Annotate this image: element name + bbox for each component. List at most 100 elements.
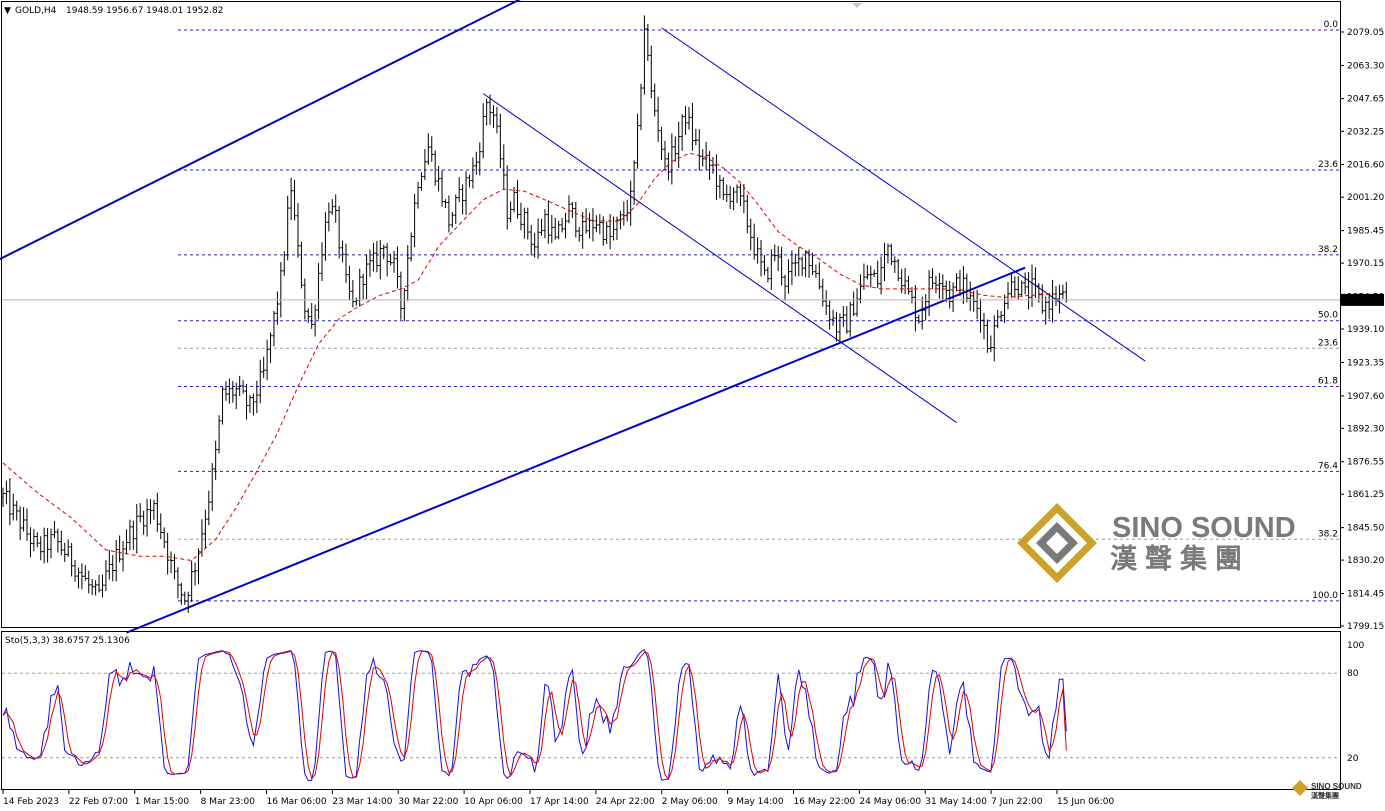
time-tick-label: 2 May 06:00 — [662, 797, 718, 807]
ohlc-bar — [814, 264, 818, 278]
ohlc-bar — [220, 386, 225, 425]
ohlc-bar — [965, 273, 969, 303]
ohlc-bar — [303, 278, 307, 320]
ohlc-bar — [388, 253, 393, 266]
ohlc-bar — [632, 160, 636, 205]
ohlc-bar — [196, 548, 201, 585]
ohlc-bar — [848, 301, 852, 337]
ohlc-bar — [896, 258, 900, 282]
ohlc-bar — [265, 339, 269, 381]
ohlc-bar — [982, 312, 986, 340]
ohlc-bar — [327, 202, 331, 232]
trendline[interactable] — [661, 27, 1146, 362]
ohlc-bar — [87, 570, 91, 594]
ohlc-bar — [797, 247, 801, 277]
ohlc-bar — [385, 243, 389, 277]
ohlc-bar — [251, 393, 255, 416]
ohlc-bar — [203, 509, 207, 549]
ohlc-bar — [238, 375, 242, 397]
price-tick-label: 1861.25 — [1347, 490, 1384, 500]
ohlc-bar — [485, 98, 489, 126]
ohlc-bar — [941, 274, 945, 301]
ohlc-bar — [954, 273, 959, 292]
ohlc-bar — [841, 306, 845, 327]
small-brand-name: SINO SOUND — [1311, 782, 1362, 791]
ohlc-bar — [769, 249, 773, 290]
ohlc-bar — [563, 212, 568, 239]
ohlc-bar — [148, 499, 153, 525]
ohlc-bar — [656, 96, 660, 142]
ohlc-bar — [234, 382, 238, 410]
trendline[interactable] — [482, 93, 957, 423]
ohlc-bar — [886, 243, 890, 264]
ohlc-bar — [728, 185, 732, 210]
ohlc-bar — [66, 539, 70, 557]
ohlc-bar — [1002, 294, 1007, 323]
window-shift-marker[interactable] — [852, 3, 862, 8]
chart-menu-icon[interactable]: ▼ — [4, 6, 11, 16]
time-tick-label: 9 May 14:00 — [728, 797, 784, 807]
price-tick-label: 1845.50 — [1347, 524, 1384, 534]
time-tick-label: 24 Apr 22:00 — [596, 797, 655, 807]
oscillator-pane[interactable] — [1, 631, 1341, 790]
ohlc-bar — [666, 152, 671, 181]
ohlc-bar — [100, 574, 105, 598]
ohlc-bar — [392, 250, 396, 273]
ohlc-bar — [371, 242, 376, 272]
ohlc-bar — [766, 267, 770, 283]
ohlc-bar — [337, 205, 341, 259]
ohlc-bar — [714, 154, 719, 200]
ohlc-bar — [351, 280, 355, 308]
price-tick-label: 1830.20 — [1347, 556, 1384, 566]
fib-level-label: 61.8 — [1318, 377, 1338, 387]
ohlc-bar — [738, 183, 743, 207]
ohlc-bar — [642, 15, 647, 95]
ohlc-bar — [673, 136, 677, 162]
ohlc-bar — [1, 487, 5, 508]
ohlc-bar — [310, 302, 314, 329]
time-tick-label: 24 May 06:00 — [859, 797, 921, 807]
ohlc-bar — [876, 260, 880, 289]
ohlc-bar — [11, 493, 15, 521]
ohlc-bar — [183, 591, 187, 605]
ohlc-bar — [574, 201, 578, 238]
ohlc-bar — [817, 262, 821, 290]
ohlc-bar — [145, 498, 149, 537]
ohlc-bar — [1023, 272, 1027, 295]
ohlc-bar — [406, 245, 410, 301]
last-price-value: 1952.82 — [1346, 296, 1383, 306]
ohlc-bar — [430, 136, 434, 162]
ohlc-bar — [172, 554, 177, 580]
ohlc-bar — [701, 149, 705, 167]
oscillator-tick-label: 80 — [1347, 669, 1359, 679]
ohlc-bar — [433, 150, 437, 186]
ohlc-bar — [214, 440, 218, 480]
ohlc-bar — [677, 121, 681, 169]
price-tick-label: 1970.15 — [1347, 259, 1384, 269]
fib-level-label: 0.0 — [1324, 20, 1339, 30]
ohlc-bar — [15, 500, 19, 521]
ohlc-bar — [793, 253, 797, 277]
ohlc-bar — [707, 151, 712, 180]
ohlc-bar — [128, 519, 132, 551]
ohlc-bar — [618, 211, 622, 230]
ohlc-bar — [94, 580, 98, 596]
trendlines[interactable] — [0, 0, 1146, 634]
trendline[interactable] — [126, 266, 1026, 634]
trendline[interactable] — [0, 0, 586, 261]
ohlc-bar — [529, 224, 533, 256]
ohlc-bar — [858, 274, 863, 304]
ohlc-bar — [759, 239, 763, 277]
ohlc-bar — [419, 172, 424, 191]
ohlc-bar — [478, 142, 482, 176]
ohlc-bar — [416, 181, 420, 209]
ohlc-bar — [845, 306, 849, 334]
ohlc-bar — [18, 506, 22, 541]
ohlc-bar — [608, 214, 612, 250]
time-tick-label: 14 Feb 2023 — [3, 797, 59, 807]
ohlc-bar — [570, 201, 574, 219]
ohlc-bar — [567, 195, 571, 224]
price-pane[interactable] — [1, 1, 1341, 628]
time-tick-label: 17 Apr 14:00 — [530, 797, 589, 807]
